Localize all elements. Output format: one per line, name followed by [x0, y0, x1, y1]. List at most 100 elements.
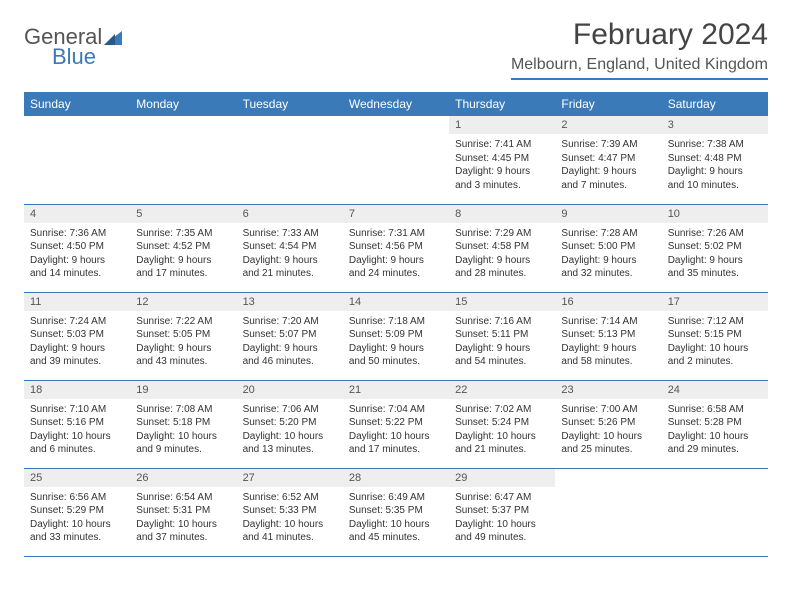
day-data: Sunrise: 7:31 AMSunset: 4:56 PMDaylight:…	[343, 223, 449, 287]
month-title: February 2024	[511, 18, 768, 52]
calendar-cell: 23Sunrise: 7:00 AMSunset: 5:26 PMDayligh…	[555, 380, 661, 468]
day-data: Sunrise: 7:26 AMSunset: 5:02 PMDaylight:…	[662, 223, 768, 287]
day-data: Sunrise: 7:18 AMSunset: 5:09 PMDaylight:…	[343, 311, 449, 375]
day-data: Sunrise: 7:04 AMSunset: 5:22 PMDaylight:…	[343, 399, 449, 463]
day-data: Sunrise: 7:39 AMSunset: 4:47 PMDaylight:…	[555, 134, 661, 198]
day-number: 13	[237, 293, 343, 311]
calendar-cell	[24, 116, 130, 204]
header: GeneralBlue February 2024 Melbourn, Engl…	[24, 18, 768, 80]
calendar-table: Sunday Monday Tuesday Wednesday Thursday…	[24, 92, 768, 557]
day-number: 8	[449, 205, 555, 223]
calendar-cell: 21Sunrise: 7:04 AMSunset: 5:22 PMDayligh…	[343, 380, 449, 468]
day-data: Sunrise: 7:16 AMSunset: 5:11 PMDaylight:…	[449, 311, 555, 375]
calendar-cell: 28Sunrise: 6:49 AMSunset: 5:35 PMDayligh…	[343, 468, 449, 556]
day-data: Sunrise: 6:56 AMSunset: 5:29 PMDaylight:…	[24, 487, 130, 551]
calendar-cell: 24Sunrise: 6:58 AMSunset: 5:28 PMDayligh…	[662, 380, 768, 468]
day-data: Sunrise: 7:22 AMSunset: 5:05 PMDaylight:…	[130, 311, 236, 375]
day-data: Sunrise: 7:10 AMSunset: 5:16 PMDaylight:…	[24, 399, 130, 463]
day-data: Sunrise: 7:36 AMSunset: 4:50 PMDaylight:…	[24, 223, 130, 287]
day-number: 6	[237, 205, 343, 223]
title-block: February 2024 Melbourn, England, United …	[511, 18, 768, 80]
day-number: 28	[343, 469, 449, 487]
day-number: 23	[555, 381, 661, 399]
day-number: 14	[343, 293, 449, 311]
calendar-cell: 14Sunrise: 7:18 AMSunset: 5:09 PMDayligh…	[343, 292, 449, 380]
day-number: 10	[662, 205, 768, 223]
calendar-cell: 16Sunrise: 7:14 AMSunset: 5:13 PMDayligh…	[555, 292, 661, 380]
day-data: Sunrise: 7:06 AMSunset: 5:20 PMDaylight:…	[237, 399, 343, 463]
calendar-cell	[662, 468, 768, 556]
day-number: 7	[343, 205, 449, 223]
day-number: 27	[237, 469, 343, 487]
calendar-cell: 17Sunrise: 7:12 AMSunset: 5:15 PMDayligh…	[662, 292, 768, 380]
calendar-cell: 11Sunrise: 7:24 AMSunset: 5:03 PMDayligh…	[24, 292, 130, 380]
day-data: Sunrise: 7:29 AMSunset: 4:58 PMDaylight:…	[449, 223, 555, 287]
logo: GeneralBlue	[24, 18, 126, 70]
calendar-cell: 3Sunrise: 7:38 AMSunset: 4:48 PMDaylight…	[662, 116, 768, 204]
calendar-row: 18Sunrise: 7:10 AMSunset: 5:16 PMDayligh…	[24, 380, 768, 468]
calendar-cell: 2Sunrise: 7:39 AMSunset: 4:47 PMDaylight…	[555, 116, 661, 204]
day-data: Sunrise: 7:41 AMSunset: 4:45 PMDaylight:…	[449, 134, 555, 198]
calendar-cell: 27Sunrise: 6:52 AMSunset: 5:33 PMDayligh…	[237, 468, 343, 556]
day-data: Sunrise: 6:49 AMSunset: 5:35 PMDaylight:…	[343, 487, 449, 551]
day-number: 12	[130, 293, 236, 311]
day-data: Sunrise: 7:33 AMSunset: 4:54 PMDaylight:…	[237, 223, 343, 287]
calendar-cell: 5Sunrise: 7:35 AMSunset: 4:52 PMDaylight…	[130, 204, 236, 292]
calendar-cell: 25Sunrise: 6:56 AMSunset: 5:29 PMDayligh…	[24, 468, 130, 556]
calendar-cell: 19Sunrise: 7:08 AMSunset: 5:18 PMDayligh…	[130, 380, 236, 468]
calendar-cell: 13Sunrise: 7:20 AMSunset: 5:07 PMDayligh…	[237, 292, 343, 380]
day-data: Sunrise: 7:20 AMSunset: 5:07 PMDaylight:…	[237, 311, 343, 375]
day-data: Sunrise: 7:38 AMSunset: 4:48 PMDaylight:…	[662, 134, 768, 198]
calendar-row: 1Sunrise: 7:41 AMSunset: 4:45 PMDaylight…	[24, 116, 768, 204]
calendar-cell: 6Sunrise: 7:33 AMSunset: 4:54 PMDaylight…	[237, 204, 343, 292]
day-number: 9	[555, 205, 661, 223]
calendar-cell	[130, 116, 236, 204]
calendar-cell: 7Sunrise: 7:31 AMSunset: 4:56 PMDaylight…	[343, 204, 449, 292]
day-number: 29	[449, 469, 555, 487]
calendar-cell: 10Sunrise: 7:26 AMSunset: 5:02 PMDayligh…	[662, 204, 768, 292]
day-number: 17	[662, 293, 768, 311]
day-number: 24	[662, 381, 768, 399]
weekday-wednesday: Wednesday	[343, 92, 449, 116]
day-number: 20	[237, 381, 343, 399]
logo-sail-icon	[104, 31, 126, 50]
weekday-friday: Friday	[555, 92, 661, 116]
day-number: 25	[24, 469, 130, 487]
day-number: 2	[555, 116, 661, 134]
day-data: Sunrise: 6:47 AMSunset: 5:37 PMDaylight:…	[449, 487, 555, 551]
weekday-saturday: Saturday	[662, 92, 768, 116]
day-data: Sunrise: 7:00 AMSunset: 5:26 PMDaylight:…	[555, 399, 661, 463]
day-data: Sunrise: 7:14 AMSunset: 5:13 PMDaylight:…	[555, 311, 661, 375]
weekday-tuesday: Tuesday	[237, 92, 343, 116]
day-number: 1	[449, 116, 555, 134]
day-number: 16	[555, 293, 661, 311]
day-data: Sunrise: 6:52 AMSunset: 5:33 PMDaylight:…	[237, 487, 343, 551]
weekday-header-row: Sunday Monday Tuesday Wednesday Thursday…	[24, 92, 768, 116]
day-data: Sunrise: 7:08 AMSunset: 5:18 PMDaylight:…	[130, 399, 236, 463]
calendar-row: 25Sunrise: 6:56 AMSunset: 5:29 PMDayligh…	[24, 468, 768, 556]
calendar-cell: 4Sunrise: 7:36 AMSunset: 4:50 PMDaylight…	[24, 204, 130, 292]
calendar-cell	[237, 116, 343, 204]
calendar-cell: 8Sunrise: 7:29 AMSunset: 4:58 PMDaylight…	[449, 204, 555, 292]
calendar-cell	[555, 468, 661, 556]
calendar-row: 4Sunrise: 7:36 AMSunset: 4:50 PMDaylight…	[24, 204, 768, 292]
day-number: 3	[662, 116, 768, 134]
calendar-cell: 12Sunrise: 7:22 AMSunset: 5:05 PMDayligh…	[130, 292, 236, 380]
day-data: Sunrise: 7:02 AMSunset: 5:24 PMDaylight:…	[449, 399, 555, 463]
weekday-monday: Monday	[130, 92, 236, 116]
calendar-cell: 22Sunrise: 7:02 AMSunset: 5:24 PMDayligh…	[449, 380, 555, 468]
day-data: Sunrise: 7:24 AMSunset: 5:03 PMDaylight:…	[24, 311, 130, 375]
location-text: Melbourn, England, United Kingdom	[511, 56, 768, 80]
day-data: Sunrise: 6:58 AMSunset: 5:28 PMDaylight:…	[662, 399, 768, 463]
calendar-cell	[343, 116, 449, 204]
day-number: 19	[130, 381, 236, 399]
day-number: 21	[343, 381, 449, 399]
day-number: 11	[24, 293, 130, 311]
day-number: 26	[130, 469, 236, 487]
calendar-cell: 9Sunrise: 7:28 AMSunset: 5:00 PMDaylight…	[555, 204, 661, 292]
day-data: Sunrise: 7:35 AMSunset: 4:52 PMDaylight:…	[130, 223, 236, 287]
weekday-sunday: Sunday	[24, 92, 130, 116]
calendar-cell: 20Sunrise: 7:06 AMSunset: 5:20 PMDayligh…	[237, 380, 343, 468]
weekday-thursday: Thursday	[449, 92, 555, 116]
logo-text-blue: Blue	[52, 44, 96, 70]
